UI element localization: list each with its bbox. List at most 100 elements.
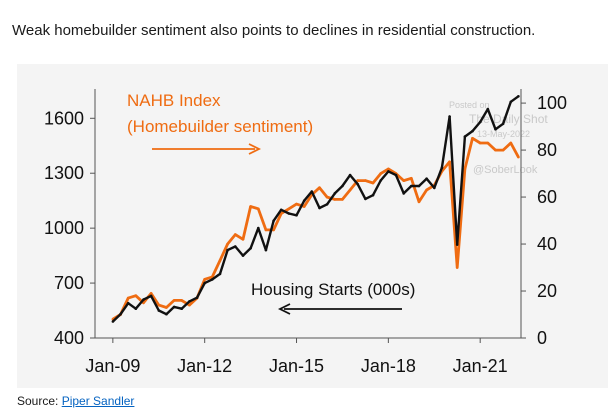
nahb-index-point bbox=[157, 303, 161, 307]
housing-starts-point bbox=[211, 278, 214, 281]
housing-starts-point bbox=[295, 214, 298, 217]
watermark-line-2: The Daily Shot bbox=[469, 112, 548, 126]
housing-annotation-label: Housing Starts (000s) bbox=[251, 280, 415, 299]
source-line: Source: Piper Sandler bbox=[17, 394, 134, 408]
housing-starts-point bbox=[425, 177, 428, 180]
housing-starts-point bbox=[203, 281, 206, 285]
nahb-index-point bbox=[257, 207, 260, 211]
chart-panel: Posted on The Daily Shot 13-May-2022 @Sober… bbox=[17, 64, 608, 388]
housing-starts-point bbox=[180, 307, 183, 310]
housing-starts-point bbox=[241, 254, 245, 257]
housing-starts-point bbox=[501, 122, 505, 126]
housing-starts-line bbox=[112, 95, 520, 323]
housing-arrow-head bbox=[277, 303, 291, 315]
nahb-index-point bbox=[218, 259, 222, 262]
y-left-tick-label: 1600 bbox=[44, 108, 84, 128]
housing-starts-point bbox=[410, 184, 413, 188]
x-tick-label: Jan-15 bbox=[269, 356, 324, 376]
housing-starts-point bbox=[448, 115, 451, 118]
housing-starts-point bbox=[111, 320, 115, 323]
y-right-tick-label: 0 bbox=[537, 328, 547, 348]
watermark-line-3: 13-May-2022 bbox=[477, 129, 530, 139]
nahb-index-point bbox=[425, 188, 428, 192]
chart-annotations: NAHB Index (Homebuilder sentiment) Housing… bbox=[127, 91, 415, 315]
y-left-tick-label: 1300 bbox=[44, 163, 84, 183]
housing-starts-point bbox=[126, 301, 130, 305]
housing-starts-point bbox=[134, 307, 138, 310]
nahb-index-point bbox=[501, 148, 505, 152]
nahb-index-point bbox=[348, 188, 352, 192]
housing-starts-point bbox=[302, 199, 306, 202]
chart-caption: Weak homebuilder sentiment also points t… bbox=[12, 22, 536, 39]
housing-starts-point bbox=[356, 182, 360, 186]
nahb-index-point bbox=[188, 303, 191, 307]
housing-starts-point bbox=[494, 128, 497, 131]
nahb-index-point bbox=[463, 167, 467, 171]
nahb-index-point bbox=[417, 200, 421, 204]
housing-starts-point bbox=[165, 312, 168, 316]
housing-starts-point bbox=[264, 248, 268, 252]
housing-starts-point bbox=[149, 294, 153, 298]
nahb-index-point bbox=[134, 294, 138, 297]
housing-starts-point bbox=[463, 135, 467, 138]
housing-starts-point bbox=[417, 184, 421, 188]
housing-starts-point bbox=[249, 247, 252, 250]
housing-starts-point bbox=[333, 192, 337, 195]
nahb-index-point bbox=[180, 299, 183, 302]
x-tick-label: Jan-12 bbox=[177, 356, 232, 376]
nahb-index-point bbox=[478, 141, 482, 145]
nahb-index-point bbox=[149, 292, 153, 295]
housing-starts-point bbox=[379, 179, 383, 182]
housing-starts-point bbox=[348, 173, 352, 177]
x-tick-label: Jan-09 bbox=[85, 356, 140, 376]
nahb-index-point bbox=[486, 141, 490, 145]
line-chart: Posted on The Daily Shot 13-May-2022 @Sober… bbox=[44, 89, 567, 376]
nahb-index-point bbox=[471, 137, 474, 140]
housing-starts-point bbox=[195, 296, 199, 299]
y-right-tick-label: 40 bbox=[537, 234, 557, 254]
chart-axes: 400 700 1000 1300 1600 0 20 40 60 80 100 Jan-09 Jan-… bbox=[44, 89, 567, 376]
y-right-tick-label: 20 bbox=[537, 281, 557, 301]
y-left-tick-label: 1000 bbox=[44, 218, 84, 238]
housing-starts-point bbox=[364, 197, 367, 201]
housing-starts-point bbox=[517, 95, 520, 98]
nahb-index-point bbox=[203, 278, 206, 281]
nahb-index-point bbox=[356, 179, 360, 182]
housing-starts-point bbox=[471, 129, 474, 133]
nahb-index-point bbox=[387, 167, 390, 171]
nahb-index-point bbox=[364, 179, 367, 182]
nahb-index-point bbox=[448, 160, 451, 164]
nahb-index-point bbox=[379, 172, 383, 175]
y-right-tick-label: 80 bbox=[537, 140, 557, 160]
x-tick-label: Jan-21 bbox=[453, 356, 508, 376]
housing-starts-point bbox=[272, 219, 275, 223]
housing-starts-point bbox=[325, 203, 329, 206]
nahb-index-point bbox=[241, 238, 245, 241]
nahb-index-point bbox=[318, 186, 321, 189]
chart-series bbox=[111, 95, 520, 323]
housing-starts-point bbox=[226, 248, 229, 252]
housing-starts-point bbox=[234, 245, 237, 248]
housing-starts-point bbox=[287, 212, 291, 215]
housing-starts-point bbox=[157, 309, 161, 312]
nahb-index-point bbox=[402, 179, 406, 182]
housing-starts-point bbox=[172, 305, 176, 309]
nahb-index-point bbox=[172, 299, 176, 302]
housing-starts-point bbox=[218, 272, 222, 276]
housing-starts-point bbox=[486, 107, 490, 111]
nahb-index-point bbox=[455, 266, 459, 269]
housing-starts-point bbox=[394, 173, 398, 177]
nahb-index-point bbox=[126, 296, 130, 300]
x-tick-label: Jan-18 bbox=[361, 356, 416, 376]
nahb-index-point bbox=[517, 155, 520, 159]
nahb-index-point bbox=[234, 233, 237, 236]
nahb-index-point bbox=[333, 198, 337, 201]
housing-starts-point bbox=[440, 166, 444, 169]
nahb-index-point bbox=[341, 198, 344, 201]
watermark-line-4: @SoberLook bbox=[473, 164, 538, 176]
source-label: Source: bbox=[17, 394, 59, 408]
nahb-index-point bbox=[325, 195, 329, 199]
source-link[interactable]: Piper Sandler bbox=[61, 394, 135, 408]
housing-starts-point bbox=[433, 186, 436, 190]
housing-starts-point bbox=[142, 298, 145, 301]
